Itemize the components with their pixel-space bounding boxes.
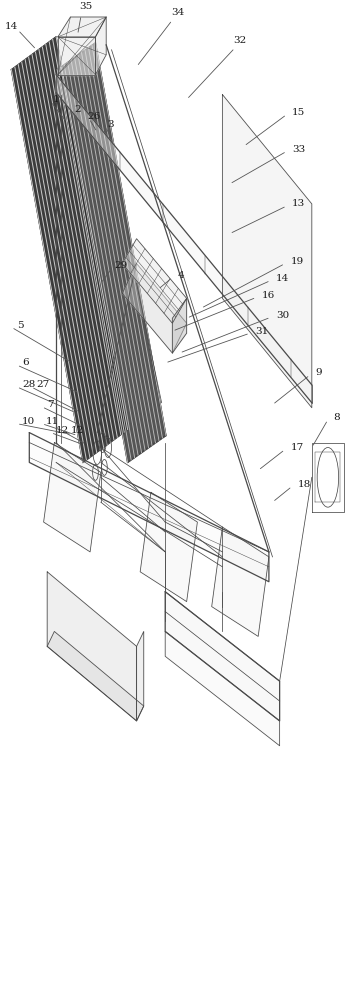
Text: 15: 15	[292, 108, 306, 117]
Text: 19: 19	[290, 257, 304, 266]
Polygon shape	[58, 17, 106, 37]
Text: 12: 12	[70, 426, 84, 435]
Polygon shape	[47, 572, 136, 721]
Polygon shape	[11, 37, 128, 462]
Text: 27: 27	[37, 380, 50, 389]
Text: 17: 17	[290, 443, 304, 452]
Text: 5: 5	[17, 321, 23, 330]
Text: 16: 16	[262, 291, 275, 300]
Text: 4: 4	[178, 271, 185, 280]
Polygon shape	[47, 631, 144, 721]
Polygon shape	[223, 95, 312, 408]
Text: 7: 7	[47, 400, 54, 409]
Text: 6: 6	[22, 358, 29, 367]
Polygon shape	[57, 43, 166, 462]
Text: 14: 14	[276, 274, 289, 283]
Text: 13: 13	[292, 199, 306, 208]
Polygon shape	[172, 298, 187, 353]
Polygon shape	[122, 239, 187, 323]
Polygon shape	[122, 264, 187, 353]
Polygon shape	[165, 631, 280, 746]
Text: 30: 30	[276, 311, 289, 320]
Polygon shape	[95, 17, 106, 75]
Polygon shape	[165, 592, 280, 721]
Polygon shape	[136, 631, 144, 721]
Polygon shape	[29, 433, 269, 582]
Polygon shape	[43, 443, 101, 552]
Text: 28: 28	[22, 380, 36, 389]
Text: 9: 9	[316, 368, 322, 377]
Polygon shape	[56, 75, 312, 403]
Text: 18: 18	[298, 480, 311, 489]
Text: 10: 10	[22, 417, 36, 426]
Text: 2: 2	[74, 105, 81, 114]
Text: 8: 8	[333, 413, 340, 422]
Polygon shape	[58, 37, 95, 75]
Polygon shape	[212, 527, 269, 636]
Text: 35: 35	[79, 2, 92, 11]
Text: 31: 31	[255, 327, 269, 336]
Text: 12: 12	[56, 426, 69, 435]
Text: 32: 32	[234, 36, 247, 45]
Text: 1: 1	[53, 95, 60, 104]
Text: 3: 3	[108, 120, 114, 129]
Text: 29: 29	[114, 261, 127, 270]
Text: 33: 33	[292, 145, 306, 154]
Text: 26: 26	[88, 112, 101, 121]
Polygon shape	[140, 492, 197, 602]
Text: 14: 14	[5, 22, 18, 31]
Text: 11: 11	[45, 417, 59, 426]
Text: 34: 34	[171, 8, 184, 17]
